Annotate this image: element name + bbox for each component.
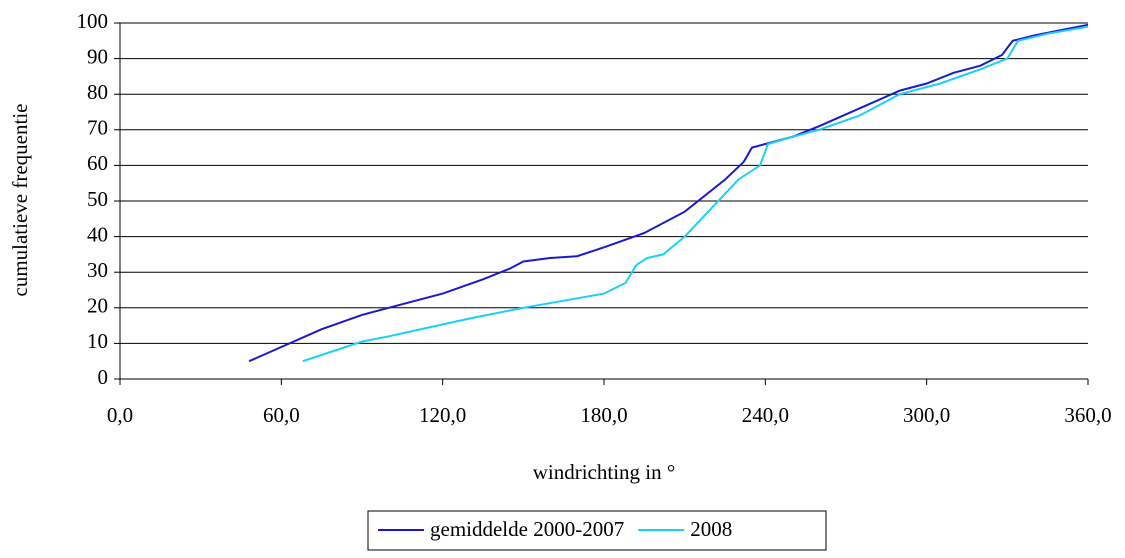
y-axis-title: cumulatieve frequentie bbox=[8, 104, 32, 297]
x-tick-label: 360,0 bbox=[1064, 403, 1111, 427]
x-tick-label: 120,0 bbox=[419, 403, 466, 427]
legend-box bbox=[367, 510, 827, 551]
x-tick-label: 180,0 bbox=[580, 403, 627, 427]
y-tick-label: 60 bbox=[87, 151, 108, 175]
y-tick-label: 20 bbox=[87, 294, 108, 318]
line-series bbox=[302, 25, 1089, 363]
y-tick-label: 0 bbox=[98, 365, 109, 389]
x-tick-label: 0,0 bbox=[107, 403, 133, 427]
y-tick-label: 80 bbox=[87, 80, 108, 104]
line-series bbox=[248, 23, 1089, 363]
x-tick-label: 240,0 bbox=[742, 403, 789, 427]
y-tick-label: 40 bbox=[87, 222, 108, 246]
legend-label: gemiddelde 2000-2007 bbox=[430, 517, 624, 541]
y-tick-label: 50 bbox=[87, 187, 108, 211]
y-tick-label: 100 bbox=[77, 9, 109, 33]
y-tick-label: 10 bbox=[87, 329, 108, 353]
y-tick-label: 70 bbox=[87, 116, 108, 140]
x-tick-label: 300,0 bbox=[903, 403, 950, 427]
y-tick-label: 30 bbox=[87, 258, 108, 282]
y-tick-label: 90 bbox=[87, 44, 108, 68]
x-tick-label: 60,0 bbox=[263, 403, 300, 427]
x-axis-title: windrichting in ° bbox=[533, 460, 676, 484]
legend-label: 2008 bbox=[690, 517, 732, 541]
